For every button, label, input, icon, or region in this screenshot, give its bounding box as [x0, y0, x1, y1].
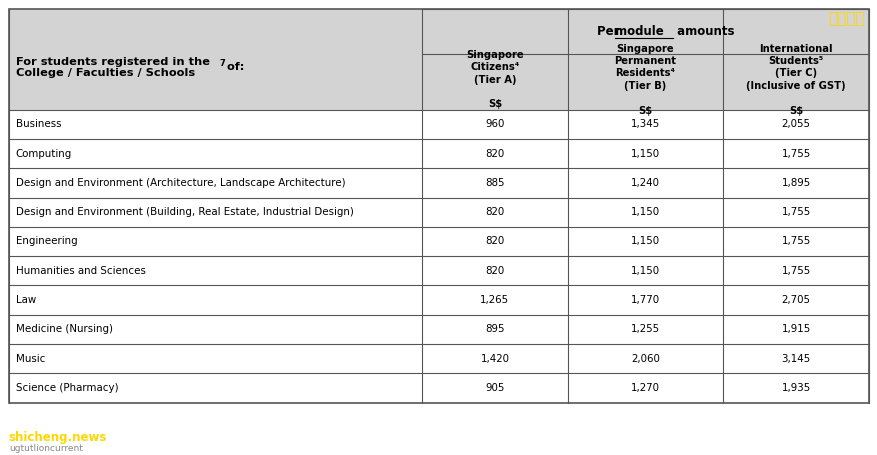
- Bar: [567, 168, 722, 197]
- Bar: [9, 9, 421, 110]
- Text: 1,420: 1,420: [480, 354, 509, 364]
- Bar: [421, 110, 567, 139]
- Bar: [722, 197, 868, 227]
- Bar: [722, 344, 868, 373]
- Bar: [9, 373, 421, 403]
- Text: Science (Pharmacy): Science (Pharmacy): [16, 383, 118, 393]
- Text: 1,150: 1,150: [631, 207, 660, 217]
- Text: 1,240: 1,240: [631, 178, 660, 188]
- Bar: [567, 373, 722, 403]
- Text: 820: 820: [485, 266, 504, 276]
- Bar: [9, 139, 421, 168]
- Text: 2,060: 2,060: [631, 354, 660, 364]
- Bar: [567, 315, 722, 344]
- Text: 狮城新闻: 狮城新闻: [827, 11, 864, 26]
- Text: 1,935: 1,935: [781, 383, 809, 393]
- Text: 3,145: 3,145: [781, 354, 809, 364]
- Text: 1,895: 1,895: [781, 178, 809, 188]
- Bar: [421, 227, 567, 256]
- Bar: [421, 285, 567, 315]
- Bar: [9, 168, 421, 197]
- Bar: [722, 285, 868, 315]
- Text: International
Students⁵
(Tier C)
(Inclusive of GST)

S$: International Students⁵ (Tier C) (Inclus…: [745, 44, 845, 116]
- Bar: [9, 9, 868, 403]
- Bar: [421, 168, 567, 197]
- Text: Business: Business: [16, 119, 61, 129]
- Bar: [421, 9, 868, 110]
- Bar: [722, 315, 868, 344]
- Text: 1,150: 1,150: [631, 266, 660, 276]
- Text: 2,055: 2,055: [781, 119, 809, 129]
- Text: 1,265: 1,265: [480, 295, 509, 305]
- Bar: [421, 315, 567, 344]
- Bar: [9, 315, 421, 344]
- Text: Per: Per: [596, 25, 624, 38]
- Text: 1,270: 1,270: [631, 383, 660, 393]
- Text: ugtutlioncurrent: ugtutlioncurrent: [9, 444, 82, 453]
- Text: 1,755: 1,755: [781, 237, 809, 247]
- Bar: [9, 285, 421, 315]
- Text: 1,150: 1,150: [631, 237, 660, 247]
- Text: Medicine (Nursing): Medicine (Nursing): [16, 324, 112, 334]
- Text: 895: 895: [485, 324, 504, 334]
- Text: For students registered in the
College / Faculties / Schools: For students registered in the College /…: [16, 56, 210, 78]
- Text: Law: Law: [16, 295, 36, 305]
- Bar: [722, 227, 868, 256]
- Text: 1,755: 1,755: [781, 207, 809, 217]
- Text: 1,255: 1,255: [631, 324, 660, 334]
- Bar: [9, 227, 421, 256]
- Text: 1,755: 1,755: [781, 148, 809, 158]
- Bar: [567, 227, 722, 256]
- Text: 905: 905: [485, 383, 504, 393]
- Text: Design and Environment (Building, Real Estate, Industrial Design): Design and Environment (Building, Real E…: [16, 207, 353, 217]
- Bar: [722, 110, 868, 139]
- Text: Music: Music: [16, 354, 45, 364]
- Bar: [421, 344, 567, 373]
- Text: of:: of:: [223, 62, 244, 72]
- Text: module: module: [614, 25, 663, 38]
- Bar: [9, 256, 421, 285]
- Text: Engineering: Engineering: [16, 237, 77, 247]
- Bar: [722, 256, 868, 285]
- Bar: [722, 373, 868, 403]
- Text: 820: 820: [485, 207, 504, 217]
- Bar: [722, 139, 868, 168]
- Text: 1,345: 1,345: [631, 119, 660, 129]
- Text: 820: 820: [485, 237, 504, 247]
- Text: 7: 7: [219, 59, 225, 68]
- Text: shicheng.news: shicheng.news: [9, 430, 107, 444]
- Bar: [421, 197, 567, 227]
- Bar: [567, 197, 722, 227]
- Text: 1,770: 1,770: [631, 295, 660, 305]
- Text: Design and Environment (Architecture, Landscape Architecture): Design and Environment (Architecture, La…: [16, 178, 345, 188]
- Bar: [421, 373, 567, 403]
- Text: Singapore
Permanent
Residents⁴
(Tier B)

S$: Singapore Permanent Residents⁴ (Tier B) …: [614, 44, 676, 116]
- Text: 1,915: 1,915: [781, 324, 809, 334]
- Text: Computing: Computing: [16, 148, 72, 158]
- Text: 960: 960: [485, 119, 504, 129]
- Bar: [567, 139, 722, 168]
- Text: 820: 820: [485, 148, 504, 158]
- Bar: [567, 285, 722, 315]
- Text: amounts: amounts: [672, 25, 733, 38]
- Text: Singapore
Citizens⁴
(Tier A)

S$: Singapore Citizens⁴ (Tier A) S$: [466, 50, 524, 110]
- Bar: [722, 168, 868, 197]
- Text: 2,705: 2,705: [781, 295, 809, 305]
- Text: 885: 885: [485, 178, 504, 188]
- Bar: [567, 110, 722, 139]
- Bar: [567, 344, 722, 373]
- Bar: [9, 110, 421, 139]
- Bar: [421, 139, 567, 168]
- Bar: [567, 256, 722, 285]
- Text: 1,150: 1,150: [631, 148, 660, 158]
- Bar: [9, 197, 421, 227]
- Bar: [9, 344, 421, 373]
- Text: Humanities and Sciences: Humanities and Sciences: [16, 266, 146, 276]
- Bar: [421, 256, 567, 285]
- Text: 1,755: 1,755: [781, 266, 809, 276]
